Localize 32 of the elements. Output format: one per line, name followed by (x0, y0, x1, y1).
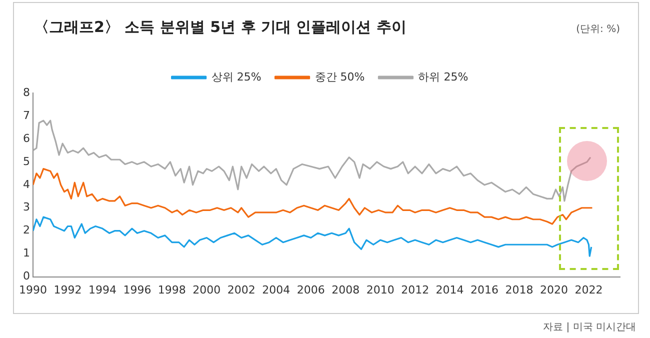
legend-label: 상위 25% (211, 70, 262, 84)
x-tick-label: 2000 (192, 283, 221, 296)
x-tick-label: 2004 (262, 283, 290, 296)
y-tick-label: 4 (23, 178, 30, 191)
legend-label: 하위 25% (418, 70, 468, 84)
x-tick-label: 2018 (505, 283, 534, 296)
y-tick-label: 5 (23, 154, 30, 168)
y-tick-label: 7 (23, 108, 30, 122)
legend-label: 중간 50% (314, 70, 365, 84)
x-tick-label: 2008 (332, 283, 360, 296)
x-tick-label: 2014 (436, 283, 464, 296)
x-tick-label: 2016 (470, 283, 499, 296)
x-tick-label: 1992 (54, 283, 82, 296)
x-tick-label: 2006 (296, 283, 325, 296)
x-tick-label: 2002 (227, 283, 256, 296)
y-tick-label: 3 (23, 200, 30, 214)
x-tick-label: 2010 (366, 283, 394, 296)
y-tick-label: 2 (23, 224, 30, 237)
x-tick-label: 1996 (123, 283, 152, 296)
x-tick-label: 1990 (19, 283, 47, 296)
y-tick-label: 6 (23, 132, 30, 145)
y-tick-label: 8 (23, 86, 30, 99)
text: 자료 | 미국 미시간대 (543, 321, 636, 334)
y-tick-label: 1 (23, 246, 30, 260)
x-tick-label: 2012 (401, 283, 430, 296)
x-tick-label: 1998 (158, 283, 186, 296)
text: (단위: %) (576, 23, 620, 36)
y-tick-label: 0 (23, 270, 30, 283)
x-tick-label: 2022 (574, 283, 603, 296)
x-tick-label: 1994 (88, 283, 116, 296)
x-tick-label: 2020 (540, 283, 568, 296)
chart-title: 〈그래프2〉 소득 분위별 5년 후 기대 인플레이션 추이 (34, 18, 406, 37)
